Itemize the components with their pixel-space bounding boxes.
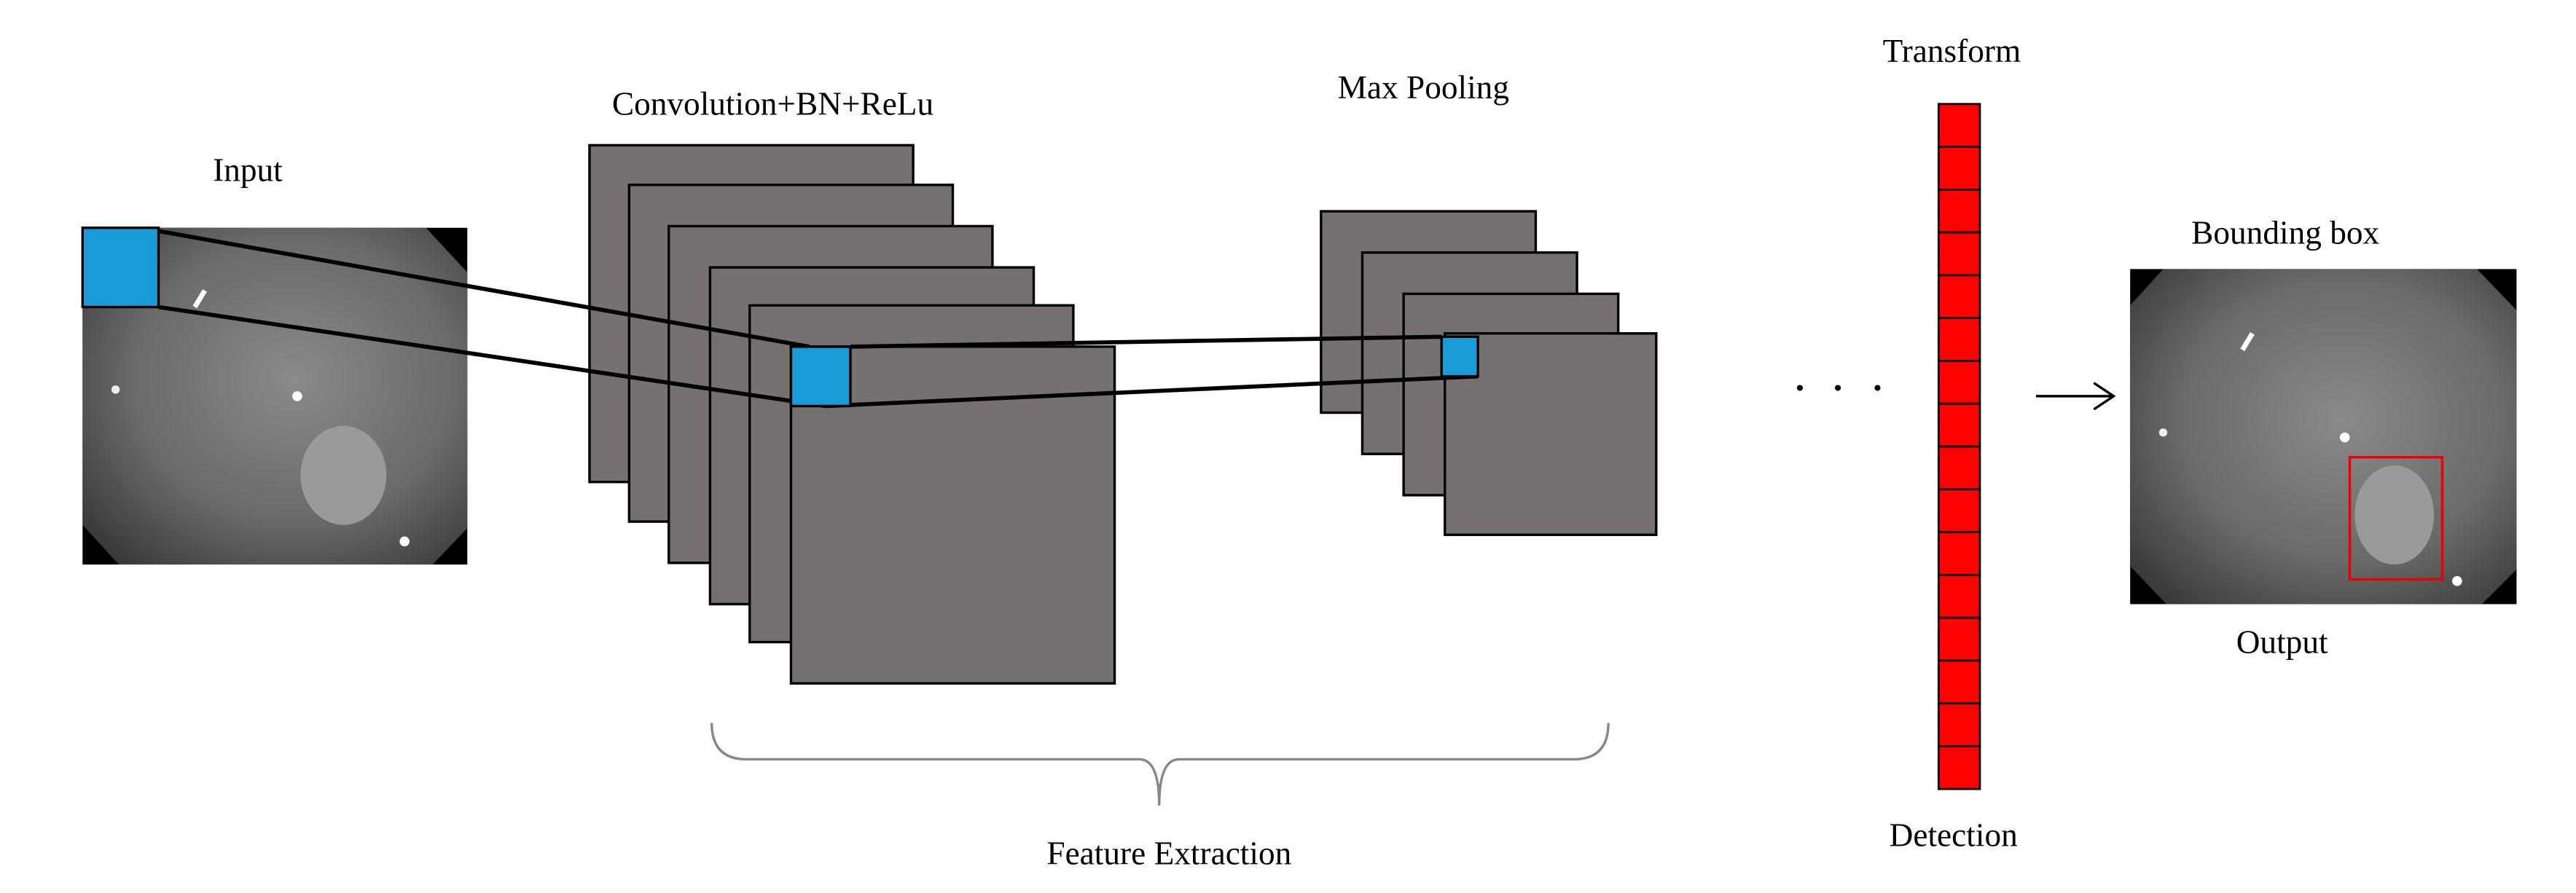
receptive-field-lines [158,229,1479,409]
pooling-stack [1320,210,1658,536]
detection-label: Detection [1890,817,2018,854]
vector-cell [1937,659,1981,705]
feature-vector [1937,103,1981,790]
vector-cell [1937,745,1981,790]
vector-cell [1937,360,1981,405]
vector-cell [1937,573,1981,619]
bounding-box-label: Bounding box [2191,214,2379,251]
vector-cell [1937,488,1981,533]
feature-extraction-label: Feature Extraction [1046,835,1291,872]
conv-kernel [789,345,852,408]
vector-cell [1937,103,1981,148]
vector-cell [1937,146,1981,191]
vector-cell [1937,616,1981,662]
input-label: Input [213,152,283,188]
pool-kernel [1440,335,1479,378]
vector-cell [1937,531,1981,576]
output-label: Output [2236,623,2328,660]
bounding-box-rect [2348,456,2444,581]
output-image [2130,269,2517,605]
vector-cell [1937,274,1981,320]
arrow [2036,382,2116,411]
convolution-label: Convolution+BN+ReLu [612,86,933,122]
ellipsis [1796,385,1881,391]
transform-label: Transform [1883,33,2021,69]
convolution-stack [588,143,1116,685]
vector-cell [1937,188,1981,234]
vector-cell [1937,231,1981,277]
vector-cell [1937,402,1981,448]
vector-cell [1937,445,1981,491]
vector-cell [1937,317,1981,362]
input-kernel [81,227,160,309]
pooling-label: Max Pooling [1338,69,1509,106]
vector-cell [1937,702,1981,747]
input-image [82,227,468,565]
brace [710,723,1610,806]
